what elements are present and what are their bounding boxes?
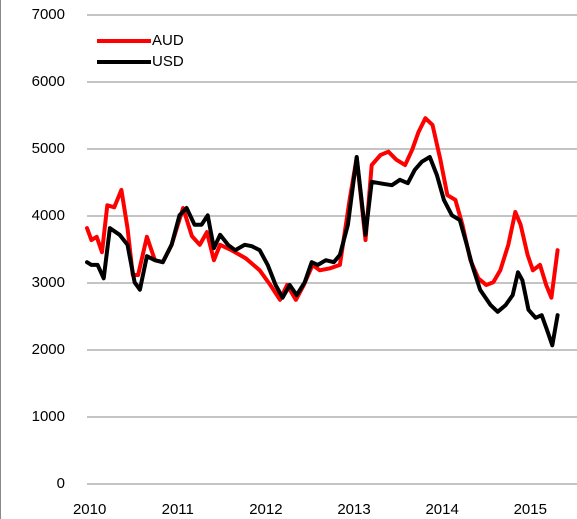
x-tick-label: 2013 <box>337 501 370 518</box>
x-tick-label: 2015 <box>514 501 547 518</box>
y-tick-label: 2000 <box>32 341 65 358</box>
y-tick-label: 0 <box>57 475 65 492</box>
y-tick-label: 3000 <box>32 274 65 291</box>
y-tick-label: 4000 <box>32 207 65 224</box>
x-tick-label: 2010 <box>73 501 106 518</box>
line <box>85 155 560 348</box>
x-tick-label: 2011 <box>162 501 194 518</box>
legend-label: AUD <box>152 32 184 49</box>
y-tick-label: 6000 <box>32 73 65 90</box>
x-tick-label: 2012 <box>249 501 282 518</box>
y-tick-label: 5000 <box>32 140 65 157</box>
y-tick-label: 1000 <box>32 408 65 425</box>
line <box>85 116 560 302</box>
y-tick-label: 7000 <box>32 6 65 23</box>
x-tick-label: 2014 <box>425 501 458 518</box>
legend-label: USD <box>152 53 184 70</box>
